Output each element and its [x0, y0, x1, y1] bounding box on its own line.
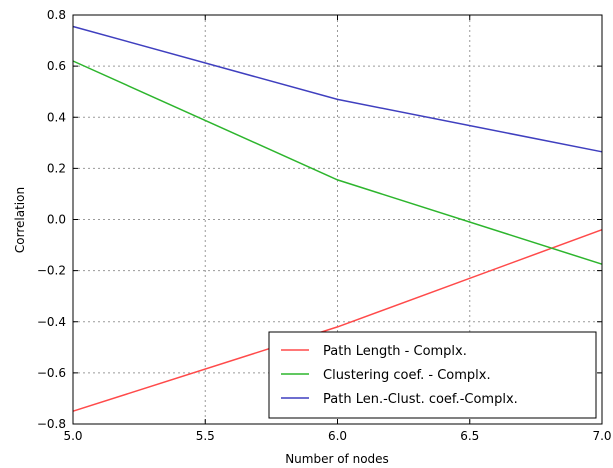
y-tick-label: 0.2 [47, 161, 66, 175]
y-tick-label: −0.6 [37, 366, 66, 380]
y-axis-label: Correlation [13, 187, 27, 253]
y-tick-label: 0.6 [47, 59, 66, 73]
x-axis-label: Number of nodes [285, 452, 389, 466]
legend-label: Path Length - Complx. [323, 344, 467, 359]
y-tick-label: −0.4 [37, 315, 66, 329]
y-tick-label: −0.2 [37, 264, 66, 278]
y-tick-label: −0.8 [37, 417, 66, 431]
series-line-1 [72, 228, 603, 412]
x-tick-label: 7.0 [592, 429, 611, 443]
legend-label: Clustering coef. - Complx. [323, 368, 491, 383]
y-tick-label: 0.8 [47, 8, 66, 22]
x-tick-label: 5.5 [196, 429, 215, 443]
x-tick-label: 6.0 [328, 429, 347, 443]
series-line-3 [72, 25, 603, 153]
x-tick-label: 6.5 [460, 429, 479, 443]
series-line-2 [72, 60, 603, 265]
axis-ticks: 5.0 5.5 6.0 6.5 7.0 0.8 0.6 0.4 0.2 0.0 −0.2 −0.4 −0… [37, 8, 612, 443]
series-lines [72, 25, 603, 412]
legend-box [268, 331, 597, 419]
legend-label: Path Len.-Clust. coef.-Complx. [323, 392, 518, 407]
x-tick-label: 5.0 [63, 429, 82, 443]
legend: Path Length - Complx. Clustering coef. - … [268, 331, 597, 419]
y-tick-label: 0.0 [47, 213, 66, 227]
y-tick-label: 0.4 [47, 110, 66, 124]
